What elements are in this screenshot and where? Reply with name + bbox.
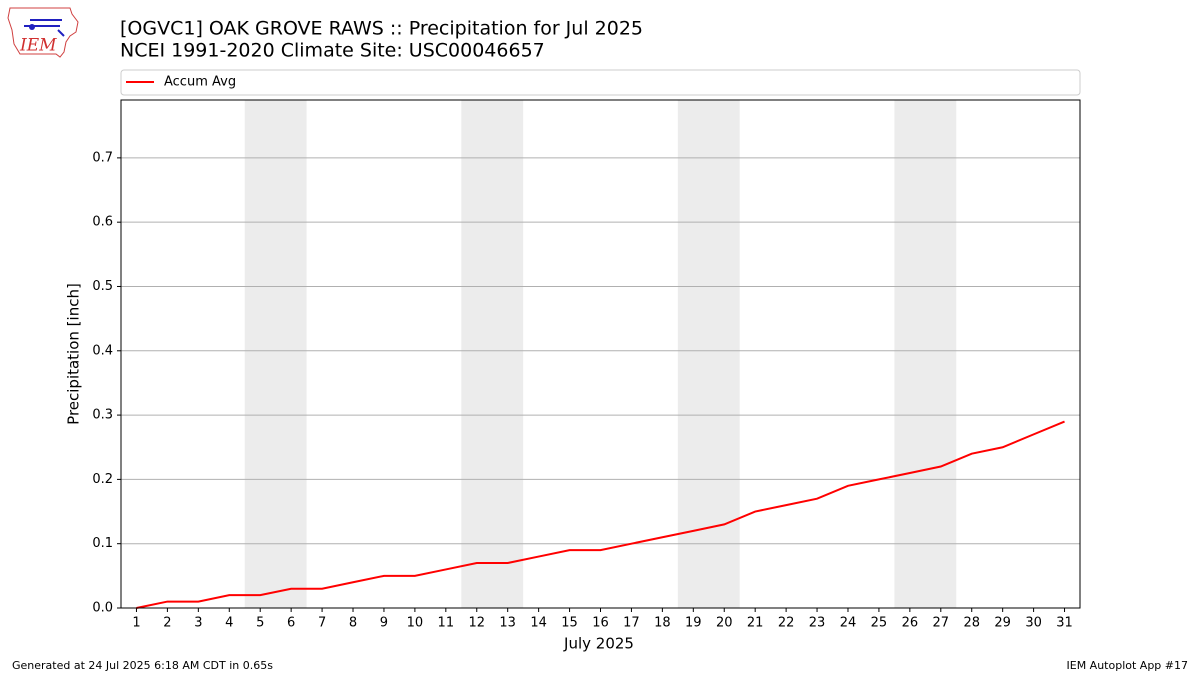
y-tick-label: 0.6 — [92, 215, 113, 230]
chart-subtitle: NCEI 1991-2020 Climate Site: USC00046657 — [120, 40, 545, 62]
y-axis-label: Precipitation [inch] — [65, 283, 83, 425]
y-tick-label: 0.3 — [92, 408, 113, 423]
x-tick-label: 12 — [468, 616, 485, 631]
y-tick-label: 0.5 — [92, 279, 113, 294]
x-tick-label: 2 — [163, 616, 171, 631]
x-axis-label: July 2025 — [563, 635, 634, 653]
logo: IEM — [7, 7, 79, 58]
y-tick-label: 0.2 — [92, 472, 113, 487]
chart-title: [OGVC1] OAK GROVE RAWS :: Precipitation … — [120, 18, 643, 40]
x-tick-label: 22 — [778, 616, 795, 631]
weekend-shade — [244, 100, 307, 608]
x-tick-label: 26 — [902, 616, 919, 631]
x-tick-label: 14 — [530, 616, 547, 631]
footer-right: IEM Autoplot App #17 — [1067, 659, 1189, 672]
x-tick-label: 8 — [349, 616, 357, 631]
legend-box — [120, 69, 1081, 96]
x-tick-label: 13 — [499, 616, 516, 631]
x-tick-label: 27 — [933, 616, 950, 631]
logo-dot — [29, 24, 35, 30]
footer-left: Generated at 24 Jul 2025 6:18 AM CDT in … — [12, 659, 273, 672]
x-tick-label: 28 — [963, 616, 980, 631]
logo-text: IEM — [19, 36, 57, 56]
logo-outline — [7, 7, 79, 58]
x-tick-label: 24 — [840, 616, 857, 631]
x-tick-label: 6 — [287, 616, 295, 631]
x-tick-label: 10 — [407, 616, 424, 631]
x-tick-label: 5 — [256, 616, 264, 631]
y-tick-label: 0.1 — [92, 536, 113, 551]
x-tick-label: 16 — [592, 616, 609, 631]
x-tick-label: 11 — [438, 616, 455, 631]
x-tick-label: 30 — [1025, 616, 1042, 631]
x-tick-label: 21 — [747, 616, 764, 631]
x-tick-label: 25 — [871, 616, 888, 631]
y-tick-label: 0.4 — [92, 343, 113, 358]
x-tick-label: 17 — [623, 616, 640, 631]
weekend-shade — [461, 100, 524, 608]
x-tick-label: 3 — [194, 616, 202, 631]
data-line — [136, 420, 1065, 609]
x-tick-label: 19 — [685, 616, 702, 631]
weekend-shade — [894, 100, 957, 608]
x-tick-label: 15 — [561, 616, 578, 631]
y-tick-label: 0.7 — [92, 150, 113, 165]
x-tick-label: 4 — [225, 616, 233, 631]
x-tick-label: 7 — [318, 616, 326, 631]
plot-frame — [120, 99, 1081, 609]
x-tick-label: 9 — [380, 616, 388, 631]
x-tick-label: 23 — [809, 616, 826, 631]
x-tick-label: 20 — [716, 616, 733, 631]
x-tick-label: 29 — [994, 616, 1011, 631]
y-tick-label: 0.0 — [92, 601, 113, 616]
legend-label: Accum Avg — [164, 75, 236, 90]
x-tick-label: 1 — [132, 616, 140, 631]
x-tick-label: 18 — [654, 616, 671, 631]
x-tick-label: 31 — [1056, 616, 1073, 631]
